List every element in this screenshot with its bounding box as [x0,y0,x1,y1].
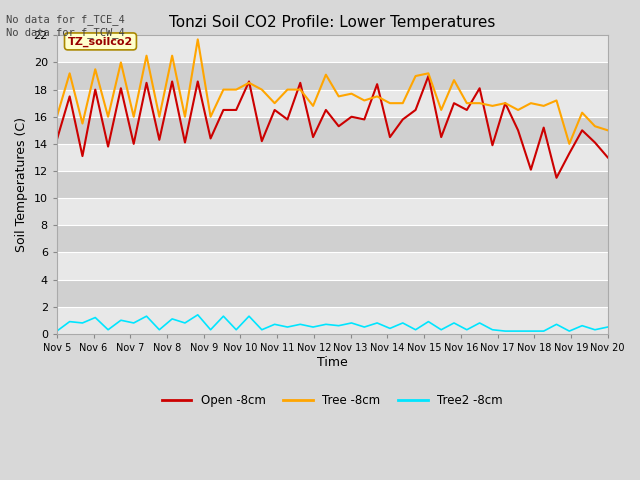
Title: Tonzi Soil CO2 Profile: Lower Temperatures: Tonzi Soil CO2 Profile: Lower Temperatur… [169,15,495,30]
Bar [57,198,608,225]
Bar [57,90,608,117]
Bar [57,117,608,144]
Legend: Open -8cm, Tree -8cm, Tree2 -8cm: Open -8cm, Tree -8cm, Tree2 -8cm [157,389,508,411]
Bar [57,62,608,90]
Bar [57,307,608,334]
Text: No data for f_TCE_4
No data for f_TCW_4: No data for f_TCE_4 No data for f_TCW_4 [6,14,125,38]
Bar [57,171,608,198]
Bar [57,36,608,62]
Text: TZ_soilco2: TZ_soilco2 [68,36,133,47]
Bar [57,144,608,171]
Bar [57,225,608,252]
X-axis label: Time: Time [317,356,348,369]
Y-axis label: Soil Temperatures (C): Soil Temperatures (C) [15,117,28,252]
Bar [57,252,608,279]
Bar [57,279,608,307]
